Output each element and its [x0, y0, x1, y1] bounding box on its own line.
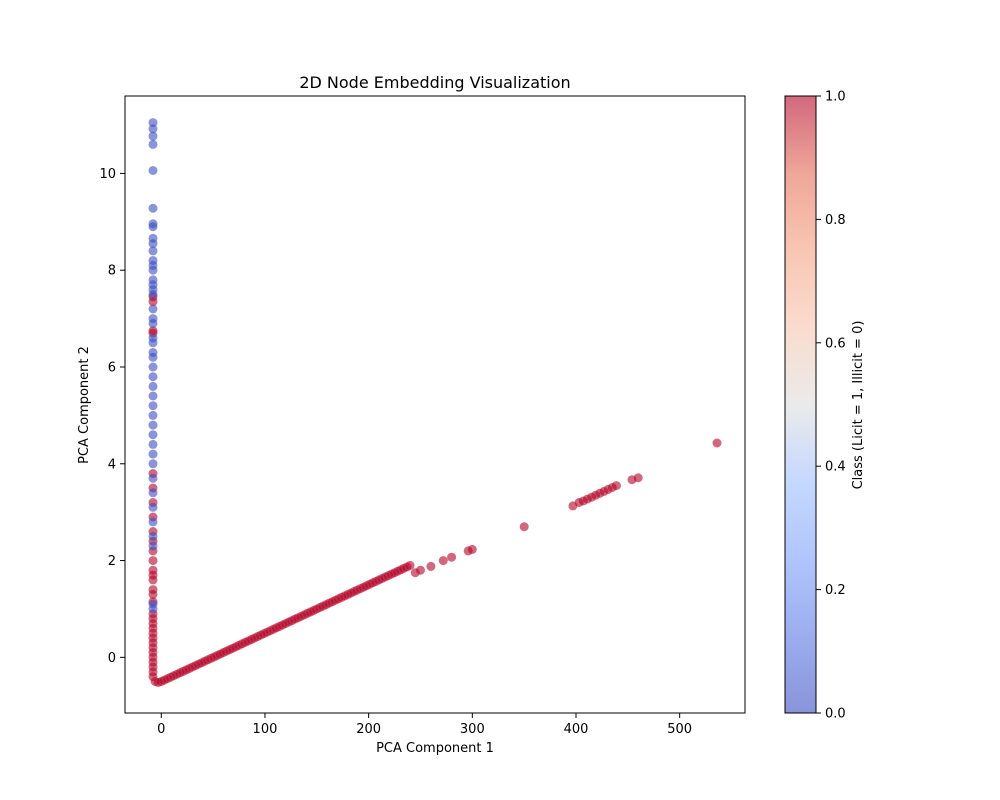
x-tick-label: 500 — [667, 722, 692, 737]
colorbar-axis: 0.0 0.2 0.4 0.6 0.8 1.0 — [816, 90, 846, 722]
data-point — [148, 265, 158, 275]
y-tick-label: 0 — [108, 651, 116, 666]
data-point — [148, 517, 158, 527]
colorbar-tick-label: 0.2 — [825, 583, 846, 598]
data-point — [148, 124, 158, 134]
data-point — [148, 131, 158, 141]
data-point — [467, 544, 477, 554]
data-point — [438, 556, 448, 566]
data-point — [148, 589, 158, 599]
data-point — [148, 381, 158, 391]
data-point — [148, 289, 158, 299]
data-point — [148, 372, 158, 382]
colorbar-label: Class (Licit = 1, Illicit = 0) — [851, 321, 866, 490]
data-point — [519, 522, 529, 532]
data-point — [148, 488, 158, 498]
data-point — [148, 338, 158, 348]
data-point — [148, 304, 158, 314]
colorbar-tick-label: 1.0 — [825, 90, 846, 105]
data-point — [633, 473, 643, 483]
data-point — [148, 166, 158, 175]
y-tick-label: 4 — [108, 457, 116, 472]
data-point — [148, 531, 158, 541]
colorbar-gradient — [785, 96, 816, 713]
data-point — [148, 352, 158, 362]
colorbar-tick-label: 0.8 — [825, 213, 846, 228]
data-point — [148, 449, 158, 459]
data-point — [148, 118, 158, 128]
data-point — [148, 459, 158, 469]
x-tick-label: 0 — [157, 722, 165, 737]
chart-title: 2D Node Embedding Visualization — [299, 73, 570, 92]
data-point — [148, 318, 158, 328]
data-point — [416, 565, 425, 575]
y-axis: 0 2 4 6 8 10 — [99, 167, 125, 666]
data-point — [148, 420, 158, 430]
data-point — [148, 391, 158, 401]
data-point — [148, 401, 158, 411]
data-point — [148, 239, 158, 249]
data-point — [148, 410, 158, 420]
colorbar-tick-label: 0.6 — [825, 336, 846, 351]
x-tick-label: 400 — [564, 722, 589, 737]
colorbar-frame — [784, 95, 817, 714]
y-tick-label: 2 — [108, 554, 116, 569]
data-point — [148, 246, 158, 256]
points-layer — [148, 118, 722, 687]
x-tick-label: 300 — [460, 722, 485, 737]
data-point — [148, 604, 158, 614]
data-point — [148, 430, 158, 440]
data-point — [712, 438, 722, 448]
data-point — [148, 297, 158, 307]
data-point — [447, 552, 457, 562]
data-point — [405, 560, 415, 570]
data-point — [148, 473, 158, 483]
data-point — [148, 203, 158, 213]
plot-frame — [124, 95, 746, 714]
x-axis-label: PCA Component 1 — [376, 741, 494, 756]
data-point — [148, 439, 158, 449]
x-tick-label: 100 — [253, 722, 278, 737]
data-point — [148, 362, 158, 372]
data-point — [148, 139, 158, 149]
y-axis-label: PCA Component 2 — [77, 346, 92, 464]
data-point — [148, 541, 158, 551]
data-point — [426, 561, 436, 571]
y-tick-label: 10 — [99, 167, 116, 182]
y-tick-label: 8 — [108, 264, 116, 279]
x-tick-label: 200 — [356, 722, 381, 737]
colorbar-tick-label: 0.0 — [825, 707, 846, 722]
data-point — [148, 222, 158, 232]
x-axis: 0 100 200 300 400 500 — [157, 713, 692, 737]
data-point — [148, 502, 158, 512]
data-point — [148, 575, 158, 585]
colorbar-tick-label: 0.4 — [825, 460, 846, 475]
y-tick-label: 6 — [108, 360, 116, 375]
data-point — [148, 556, 158, 566]
data-point — [611, 481, 621, 491]
